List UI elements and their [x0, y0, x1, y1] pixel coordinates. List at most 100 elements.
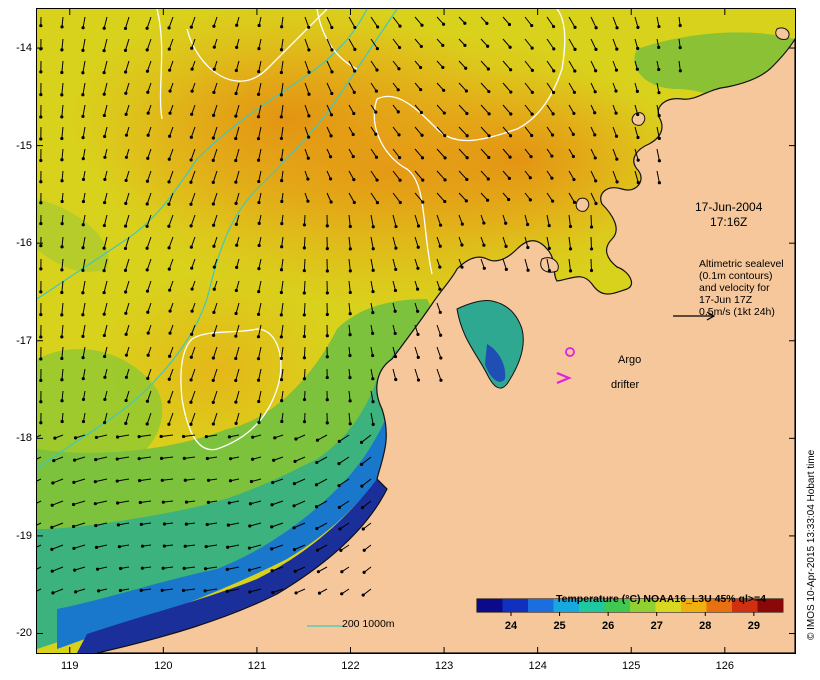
velocity-vector-head: [329, 200, 333, 204]
velocity-vector-head: [60, 222, 64, 226]
velocity-vector-head: [528, 176, 532, 180]
velocity-vector: [304, 126, 310, 138]
velocity-vector: [392, 38, 400, 48]
velocity-vector-head: [211, 333, 216, 337]
velocity-vector: [436, 346, 442, 359]
velocity-vector: [235, 302, 240, 314]
velocity-vector-head: [234, 68, 238, 73]
velocity-vector: [338, 456, 350, 464]
velocity-vector: [524, 214, 529, 225]
velocity-vector-head: [229, 457, 233, 461]
velocity-vector: [125, 214, 130, 227]
date-label: 17-Jun-2004 17:16Z: [695, 200, 762, 230]
velocity-vector-head: [594, 201, 598, 206]
velocity-vector: [168, 170, 174, 183]
velocity-vector: [125, 38, 130, 51]
velocity-vector-head: [190, 67, 194, 71]
velocity-vector-head: [360, 484, 364, 488]
velocity-vector-head: [348, 353, 352, 358]
velocity-vector-head: [81, 397, 86, 402]
velocity-vector: [61, 280, 64, 293]
velocity-vector-head: [189, 158, 193, 162]
velocity-vector-head: [189, 135, 193, 139]
velocity-vector: [37, 588, 42, 592]
velocity-vector-head: [189, 224, 193, 228]
velocity-vector: [82, 302, 86, 315]
velocity-vector-head: [146, 133, 150, 137]
velocity-vector-head: [205, 522, 209, 527]
velocity-vector: [139, 434, 152, 438]
velocity-vector-head: [115, 479, 119, 483]
velocity-vector: [568, 104, 575, 114]
velocity-vector: [414, 170, 424, 181]
velocity-vector: [213, 302, 218, 313]
velocity-vector-head: [294, 437, 298, 441]
velocity-vector-head: [123, 246, 128, 251]
velocity-vector: [480, 170, 489, 180]
velocity-vector-head: [115, 457, 119, 461]
velocity-vector-head: [94, 457, 98, 462]
velocity-vector-head: [280, 399, 284, 403]
velocity-vector-head: [394, 377, 398, 382]
velocity-vector: [251, 478, 262, 483]
velocity-vector: [141, 588, 152, 591]
velocity-vector-head: [146, 156, 150, 160]
velocity-vector: [61, 170, 64, 181]
velocity-vector-head: [338, 527, 342, 531]
velocity-vector-head: [348, 399, 352, 403]
velocity-vector: [546, 214, 550, 226]
velocity-vector: [212, 346, 218, 359]
velocity-vector: [370, 390, 374, 402]
velocity-vector-head: [420, 23, 424, 27]
velocity-vector: [228, 522, 240, 526]
velocity-vector-head: [530, 90, 534, 94]
velocity-vector-head: [460, 243, 464, 247]
velocity-vector-head: [257, 179, 261, 184]
velocity-vector: [258, 148, 262, 161]
velocity-vector: [103, 324, 108, 336]
velocity-vector: [392, 258, 397, 270]
velocity-vector-head: [73, 568, 77, 572]
velocity-vector-head: [330, 91, 334, 96]
velocity-vector-head: [182, 456, 186, 460]
velocity-vector-head: [307, 48, 311, 52]
velocity-vector-head: [441, 22, 446, 26]
velocity-vector: [125, 412, 130, 424]
velocity-vector-head: [552, 69, 556, 73]
velocity-vector-head: [146, 310, 150, 314]
velocity-vector-head: [352, 111, 356, 116]
velocity-vector: [212, 412, 218, 425]
velocity-vector: [634, 148, 639, 161]
velocity-vector-head: [39, 312, 43, 317]
velocity-vector-head: [124, 311, 128, 315]
velocity-vector: [273, 456, 284, 461]
velocity-vector: [206, 434, 218, 438]
velocity-vector-head: [315, 438, 320, 442]
velocity-vector-head: [441, 65, 445, 70]
velocity-vector: [163, 500, 174, 503]
velocity-vector-head: [339, 548, 343, 552]
velocity-vector: [183, 588, 196, 591]
velocity-vector: [103, 60, 108, 73]
velocity-vector-head: [39, 92, 43, 97]
velocity-vector-head: [529, 155, 533, 159]
velocity-vector: [656, 170, 660, 183]
velocity-vector: [117, 478, 130, 482]
velocity-vector: [104, 412, 108, 423]
velocity-vector-head: [486, 177, 490, 181]
velocity-vector-head: [393, 309, 397, 313]
velocity-vector-head: [95, 567, 100, 571]
velocity-vector: [82, 324, 86, 337]
velocity-vector-head: [374, 132, 378, 136]
velocity-vector: [169, 126, 174, 137]
velocity-vector: [117, 500, 130, 504]
velocity-vector: [227, 544, 240, 548]
velocity-vector: [458, 214, 463, 225]
velocity-vector-head: [394, 224, 398, 229]
velocity-vector: [82, 236, 86, 248]
velocity-vector-head: [168, 68, 172, 72]
velocity-vector-head: [146, 111, 150, 115]
velocity-vector: [103, 104, 108, 116]
velocity-vector: [480, 192, 488, 201]
velocity-vector-head: [124, 421, 128, 425]
